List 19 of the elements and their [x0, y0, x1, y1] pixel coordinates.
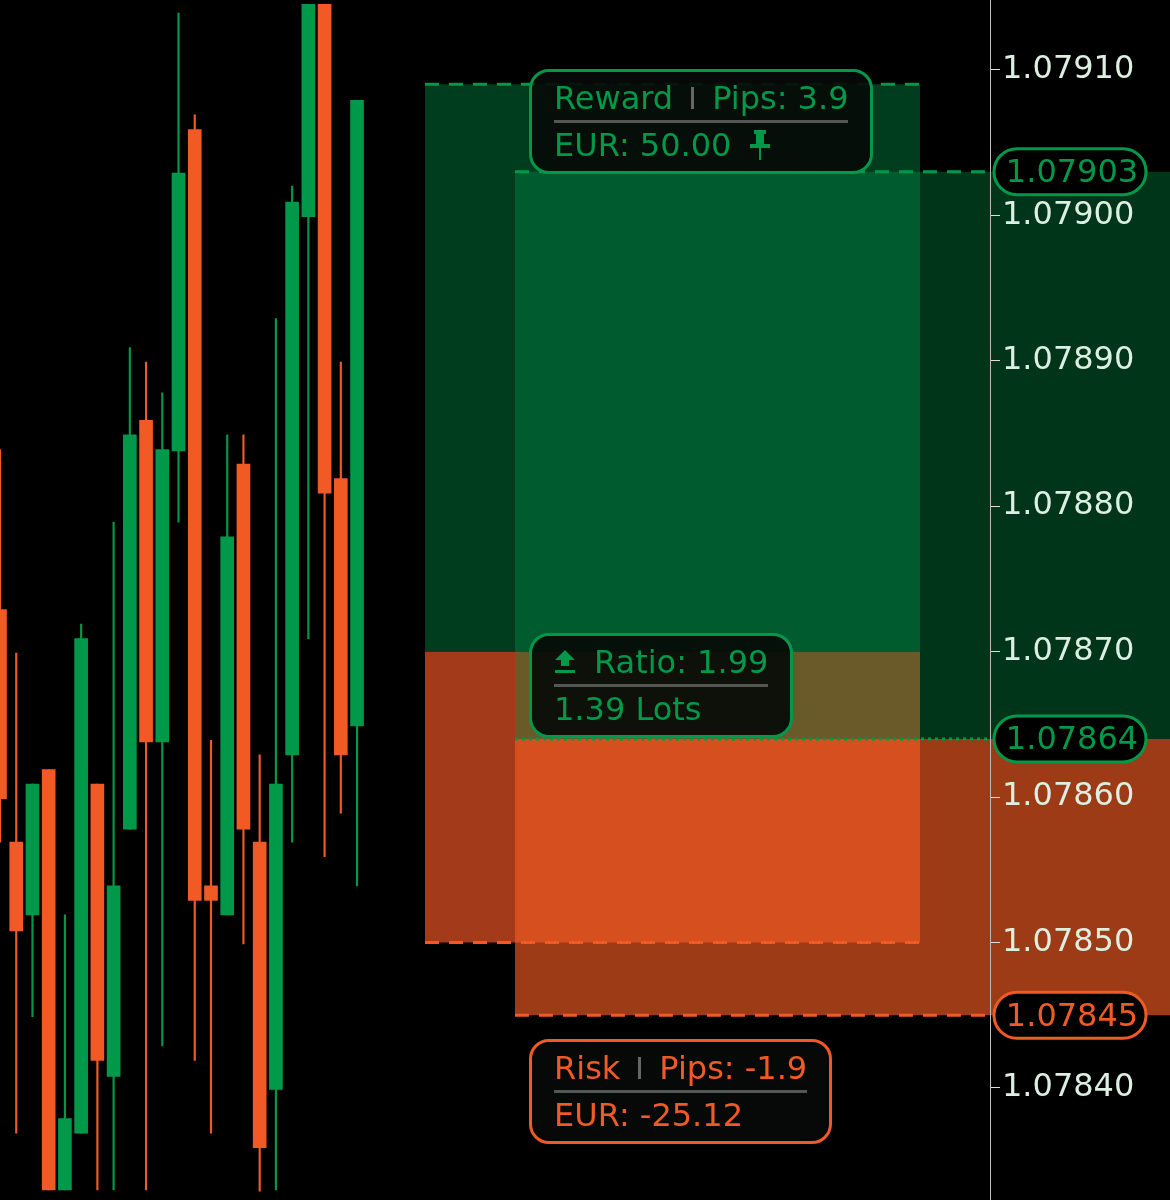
- y-tick-label: 1.07910: [1002, 48, 1135, 87]
- annotation: Ratio: 1.99: [594, 642, 769, 683]
- y-tick-label: 1.07870: [1002, 629, 1135, 668]
- ref-line-label: 1.07864: [1005, 719, 1139, 758]
- annotation: Risk: [554, 1048, 621, 1089]
- annotation: Pips: 3.9: [712, 78, 849, 119]
- y-tick-label: 1.07900: [1002, 193, 1135, 232]
- annotation: 1.39 Lots: [554, 689, 702, 730]
- ref-line-label: 1.07845: [1005, 995, 1139, 1034]
- annotation: EUR: 50.00: [554, 125, 732, 166]
- annotation: Reward: [554, 78, 674, 119]
- annotation: EUR: -25.12: [554, 1095, 743, 1136]
- y-tick-label: 1.07860: [1002, 775, 1135, 814]
- annotation: Pips: -1.9: [659, 1048, 808, 1089]
- y-tick-label: 1.07840: [1002, 1066, 1135, 1105]
- ref-line-label: 1.07903: [1005, 151, 1139, 190]
- y-tick-label: 1.07880: [1002, 484, 1135, 523]
- y-tick-label: 1.07890: [1002, 339, 1135, 378]
- y-tick-label: 1.07850: [1002, 920, 1135, 959]
